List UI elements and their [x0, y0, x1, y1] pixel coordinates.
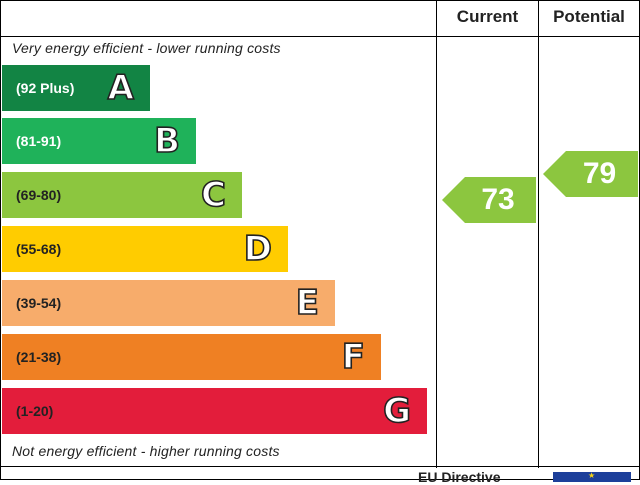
current-arrow-shape: [442, 177, 536, 223]
current-rating-value: 73: [481, 183, 515, 216]
band-d: (55-68) D: [2, 226, 288, 272]
band-b: (81-91) B: [2, 118, 196, 164]
potential-arrow-shape: [543, 151, 638, 197]
band-letter: D: [243, 228, 273, 270]
band-f: (21-38) F: [2, 334, 381, 380]
footer-text: EU Directive: [418, 469, 501, 485]
band-range: (39-54): [16, 295, 62, 311]
potential-rating-value: 79: [582, 157, 617, 190]
band-letter: C: [200, 174, 227, 216]
band-range: (81-91): [16, 133, 62, 149]
band-range: (55-68): [16, 241, 62, 257]
current-header: Current: [456, 7, 519, 26]
band-a: (92 Plus) A: [2, 65, 150, 111]
current-rating-arrow: 73: [442, 177, 536, 223]
band-c: (69-80) C: [2, 172, 242, 218]
band-range: (92 Plus): [16, 80, 75, 96]
band-letter: B: [153, 120, 181, 162]
potential-column-divider: [538, 0, 539, 468]
header-divider: [0, 36, 640, 37]
bottom-caption: Not energy efficient - higher running co…: [12, 443, 280, 459]
band-range: (21-38): [16, 349, 62, 365]
potential-rating-arrow: 79: [543, 151, 638, 197]
eu-flag-icon: ★: [553, 472, 631, 482]
eu-star-icon: ★: [588, 471, 596, 480]
band-range: (69-80): [16, 187, 62, 203]
band-letter: A: [107, 67, 135, 109]
band-range: (1-20): [16, 403, 54, 419]
current-column-divider: [436, 0, 437, 468]
band-letter: F: [341, 336, 366, 378]
top-caption: Very energy efficient - lower running co…: [12, 40, 281, 56]
band-e: (39-54) E: [2, 280, 335, 326]
potential-header: Potential: [553, 7, 625, 26]
footer-divider: [0, 466, 640, 467]
band-g: (1-20) G: [2, 388, 427, 434]
band-letter: E: [295, 282, 320, 324]
band-letter: G: [382, 390, 412, 432]
